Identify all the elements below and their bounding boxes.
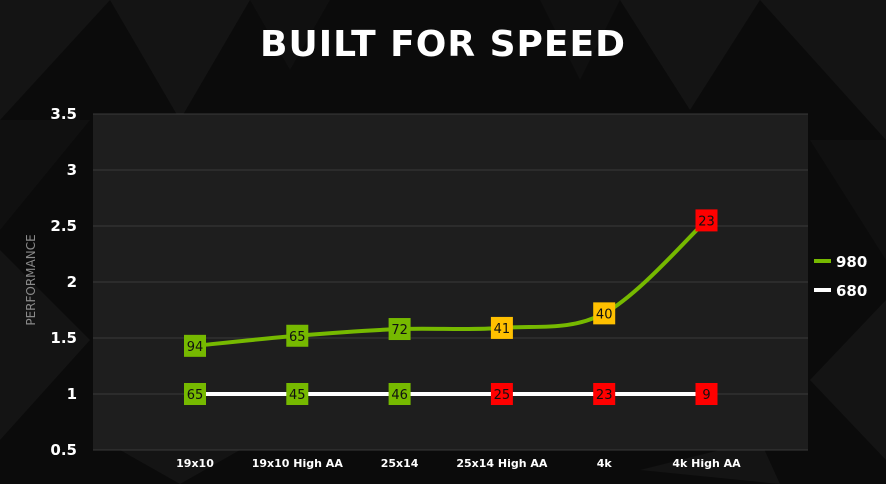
x-tick-label: 25x14 High AA (456, 457, 548, 470)
legend-label-980: 980 (836, 253, 867, 271)
data-label-980: 23 (698, 214, 715, 229)
data-marker-680 (695, 383, 718, 405)
y-tick-label: 3 (67, 161, 77, 179)
x-tick-label: 19x10 (176, 457, 214, 470)
x-tick-label: 4k High AA (672, 457, 741, 470)
data-marker-980 (695, 209, 718, 232)
data-label-680: 45 (289, 388, 306, 403)
data-marker-680 (184, 383, 206, 405)
legend-label-680: 680 (836, 282, 867, 300)
legend: 980 680 (814, 253, 867, 300)
data-label-680: 46 (391, 388, 408, 403)
data-marker-980 (184, 334, 206, 357)
x-tick-label: 25x14 (381, 457, 419, 470)
data-markers: 94 65 72 41 40 23 65 45 46 25 23 9 (184, 209, 718, 405)
y-axis-label: PERFORMANCE (24, 234, 38, 325)
y-tick-label: 1.5 (50, 329, 77, 347)
data-label-980: 65 (289, 330, 306, 345)
data-label-680: 23 (596, 388, 613, 403)
chart-title: BUILT FOR SPEED (260, 24, 626, 65)
data-marker-980 (388, 318, 411, 341)
data-marker-680 (490, 383, 513, 405)
data-label-680: 25 (494, 388, 511, 403)
data-label-680: 65 (187, 388, 204, 403)
data-marker-680 (593, 383, 616, 405)
x-tick-label: 19x10 High AA (252, 457, 344, 470)
y-tick-label: 1 (67, 385, 77, 403)
x-axis-ticks: 19x10 19x10 High AA 25x14 25x14 High AA 4k 4k… (176, 457, 741, 470)
y-axis-ticks: 0.5 1 1.5 2 2.5 3 3.5 (50, 105, 77, 459)
data-label-980: 94 (187, 340, 204, 355)
y-tick-label: 2.5 (50, 217, 77, 235)
data-marker-680 (286, 383, 309, 405)
data-marker-980 (490, 316, 513, 339)
y-tick-label: 2 (67, 273, 77, 291)
data-marker-980 (593, 302, 616, 325)
x-tick-label: 4k (597, 457, 613, 470)
data-label-980: 41 (494, 322, 511, 337)
data-label-980: 72 (391, 323, 408, 338)
data-label-680: 9 (702, 388, 710, 403)
y-tick-label: 0.5 (50, 441, 77, 459)
data-label-980: 40 (596, 307, 613, 322)
y-tick-label: 3.5 (50, 105, 77, 123)
data-marker-980 (286, 324, 309, 347)
data-marker-680 (388, 383, 411, 405)
